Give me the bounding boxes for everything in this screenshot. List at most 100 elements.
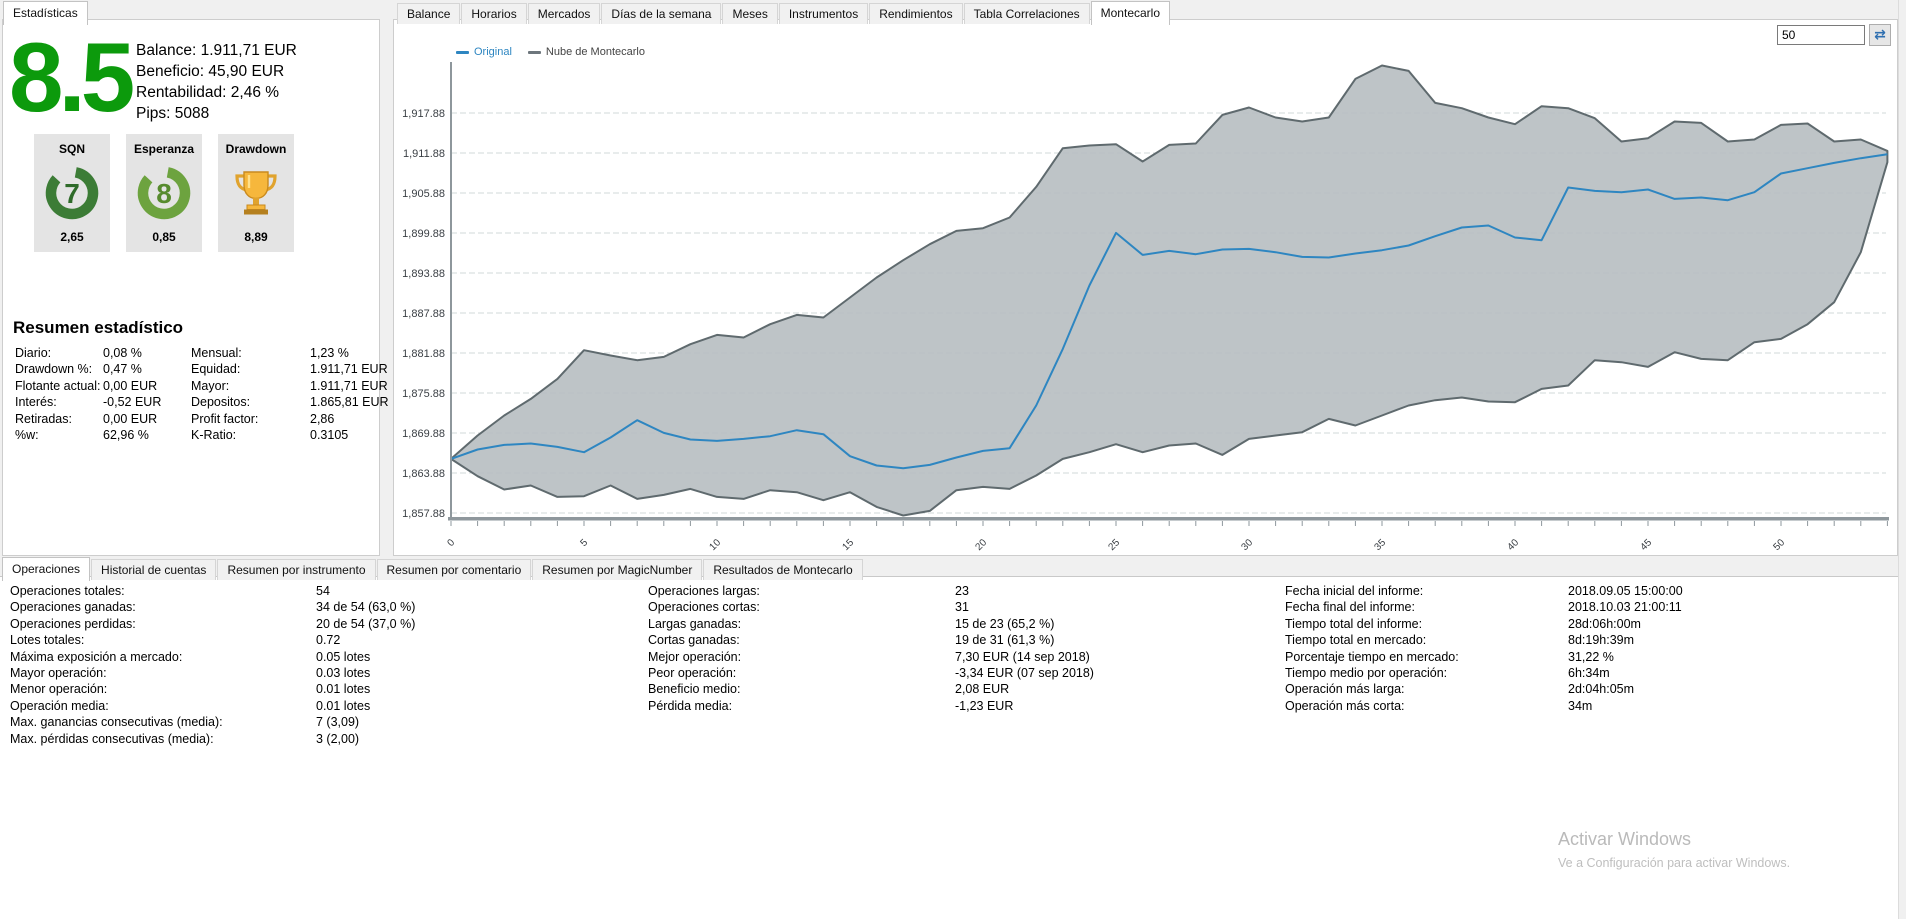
svg-text:0: 0 <box>445 537 457 549</box>
refresh-button[interactable]: ⇄ <box>1869 24 1891 46</box>
tab-historial-de-cuentas[interactable]: Historial de cuentas <box>91 559 217 580</box>
stat-label: Profit factor: <box>191 411 259 426</box>
stat-row: Profit factor: 2,86 <box>191 411 334 428</box>
tab-meses[interactable]: Meses <box>722 3 778 24</box>
tab-montecarlo[interactable]: Montecarlo <box>1090 1 1171 25</box>
gauge-value: 2,65 <box>60 230 84 244</box>
stat-value: 0,00 EUR <box>103 378 158 393</box>
operations-column-3: Fecha inicial del informe: 2018.09.05 15:… <box>1285 584 1683 715</box>
tab-instrumentos[interactable]: Instrumentos <box>778 3 869 24</box>
svg-text:40: 40 <box>1505 537 1521 553</box>
gauge-card-esperanza: Esperanza 8 0,85 <box>126 134 202 252</box>
stat-row: Operación más corta: 34m <box>1285 699 1592 715</box>
gauge-title: SQN <box>58 142 85 156</box>
stat-row: Pérdida media: -1,23 EUR <box>648 699 1013 715</box>
stat-value: 0.03 lotes <box>316 665 371 680</box>
stat-row: Max. pérdidas consecutivas (media): 3 (2,… <box>10 731 359 748</box>
stat-row: Equidad: 1.911,71 EUR <box>191 362 388 378</box>
svg-text:15: 15 <box>840 537 856 553</box>
gauge-title: Esperanza <box>133 142 195 156</box>
tab-balance[interactable]: Balance <box>397 3 461 24</box>
resumen-column-2: Mensual: 1,23 % Equidad: 1.911,71 EUR Mayor:… <box>191 346 389 444</box>
stat-row: Operaciones cortas: 31 <box>648 600 969 616</box>
stat-value: 0,08 % <box>103 346 142 360</box>
watermark-subtitle: Ve a Configuración para activar Windows. <box>1558 856 1791 870</box>
stat-value: 2d:04h:05m <box>1568 682 1635 697</box>
resumen-heading: Resumen estadístico <box>13 318 184 337</box>
stat-label: Cortas ganadas: <box>648 633 740 648</box>
stat-label: Operación media: <box>10 698 109 713</box>
gauge-title: Drawdown <box>225 142 287 156</box>
stat-value: 8d:19h:39m <box>1568 633 1635 648</box>
stat-row: Max. ganancias consecutivas (media): 7 (3… <box>10 715 359 731</box>
svg-text:1,863.88: 1,863.88 <box>402 468 445 480</box>
stat-row: Porcentaje tiempo en mercado: 31,22 % <box>1285 650 1614 666</box>
stat-label: Fecha final del informe: <box>1285 600 1415 615</box>
tab-resumen-por-comentario[interactable]: Resumen por comentario <box>376 559 532 580</box>
svg-text:1,905.88: 1,905.88 <box>402 188 445 200</box>
tab-estadisticas[interactable]: Estadísticas <box>3 1 88 25</box>
stat-row: Tiempo total en mercado: 8d:19h:39m <box>1285 633 1634 649</box>
stat-label: %w: <box>15 427 39 442</box>
stat-row: Mayor operación: 0.03 lotes <box>10 666 370 682</box>
stat-label: Max. pérdidas consecutivas (media): <box>10 731 214 746</box>
svg-text:1,869.88: 1,869.88 <box>402 428 445 440</box>
stat-value: 7 (3,09) <box>316 715 360 730</box>
stat-value: 3 (2,00) <box>316 731 360 746</box>
svg-text:1,899.88: 1,899.88 <box>402 228 445 240</box>
stat-label: Largas ganadas: <box>648 616 742 631</box>
stat-label: Tiempo total del informe: <box>1285 616 1423 631</box>
legend-item-original[interactable]: Original <box>456 46 512 58</box>
stat-label: Flotante actual: <box>15 378 101 393</box>
stat-label: Equidad: <box>191 362 241 377</box>
stat-value: 34 de 54 (63,0 %) <box>316 600 416 615</box>
stat-label: Mejor operación: <box>648 649 742 664</box>
svg-text:45: 45 <box>1638 537 1654 553</box>
stat-row: Largas ganadas: 15 de 23 (65,2 %) <box>648 616 1054 633</box>
stat-value: 28d:06h:00m <box>1568 616 1641 631</box>
stat-value: 23 <box>955 584 969 598</box>
stat-label: Tiempo total en mercado: <box>1285 633 1427 648</box>
score-summary-line: Beneficio: 45,90 EUR <box>136 63 285 80</box>
stat-row: Operaciones perdidas: 20 de 54 (37,0 %) <box>10 617 415 633</box>
tab-operaciones[interactable]: Operaciones <box>2 557 91 581</box>
tab-tabla-correlaciones[interactable]: Tabla Correlaciones <box>963 3 1090 24</box>
tab-resultados-de-montecarlo[interactable]: Resultados de Montecarlo <box>703 559 863 580</box>
legend-label: Original <box>474 46 512 58</box>
tab-d-as-de-la-semana[interactable]: Días de la semana <box>601 3 722 24</box>
statistics-tabstrip: Estadísticas <box>3 1 89 25</box>
stat-row: Tiempo medio por operación: 6h:34m <box>1285 666 1610 682</box>
svg-text:30: 30 <box>1239 537 1255 553</box>
stat-value: 2018.09.05 15:00:00 <box>1568 584 1683 598</box>
stat-value: 0.72 <box>316 633 341 648</box>
legend-label: Nube de Montecarlo <box>545 46 645 58</box>
stat-value: 19 de 31 (61,3 %) <box>955 633 1055 648</box>
legend-item-nube-de-montecarlo[interactable]: Nube de Montecarlo <box>527 46 645 58</box>
stat-row: %w: 62,96 % <box>15 427 149 444</box>
stat-row: Retiradas: 0,00 EUR <box>15 411 157 428</box>
stat-value: 20 de 54 (37,0 %) <box>316 616 416 631</box>
gauge-cards: SQN 7 2,65 Esperanza 8 0,85 Drawdown 8,89 <box>34 134 294 252</box>
stat-label: Fecha inicial del informe: <box>1285 584 1424 598</box>
refresh-icon: ⇄ <box>1874 27 1886 43</box>
stat-row: Tiempo total del informe: 28d:06h:00m <box>1285 616 1641 633</box>
tab-rendimientos[interactable]: Rendimientos <box>869 3 963 24</box>
stat-row: Cortas ganadas: 19 de 31 (61,3 %) <box>648 633 1054 649</box>
svg-text:1,875.88: 1,875.88 <box>402 388 445 400</box>
svg-text:1,857.88: 1,857.88 <box>402 508 445 520</box>
vertical-scrollbar[interactable] <box>1898 0 1906 919</box>
stat-value: 31,22 % <box>1568 649 1614 664</box>
tab-horarios[interactable]: Horarios <box>461 3 527 24</box>
stat-label: Retiradas: <box>15 411 72 426</box>
tab-mercados[interactable]: Mercados <box>527 3 601 24</box>
statistics-page: 8.5 Balance: 1.911,71 EUR Beneficio: 45,9… <box>2 19 389 556</box>
stat-row: Drawdown %: 0,47 % <box>15 362 142 378</box>
tab-resumen-por-instrumento[interactable]: Resumen por instrumento <box>217 559 376 580</box>
stat-row: Operaciones largas: 23 <box>648 584 969 600</box>
tab-resumen-por-magicnumber[interactable]: Resumen por MagicNumber <box>532 559 703 580</box>
chart-tabstrip: Balance Horarios Mercados Días de la semana… <box>397 1 1171 25</box>
chart-legend: Original Nube de Montecarlo <box>456 46 645 58</box>
svg-text:1,881.88: 1,881.88 <box>402 348 445 360</box>
stat-value: 1.911,71 EUR <box>310 378 388 393</box>
simulations-input[interactable] <box>1777 25 1865 45</box>
